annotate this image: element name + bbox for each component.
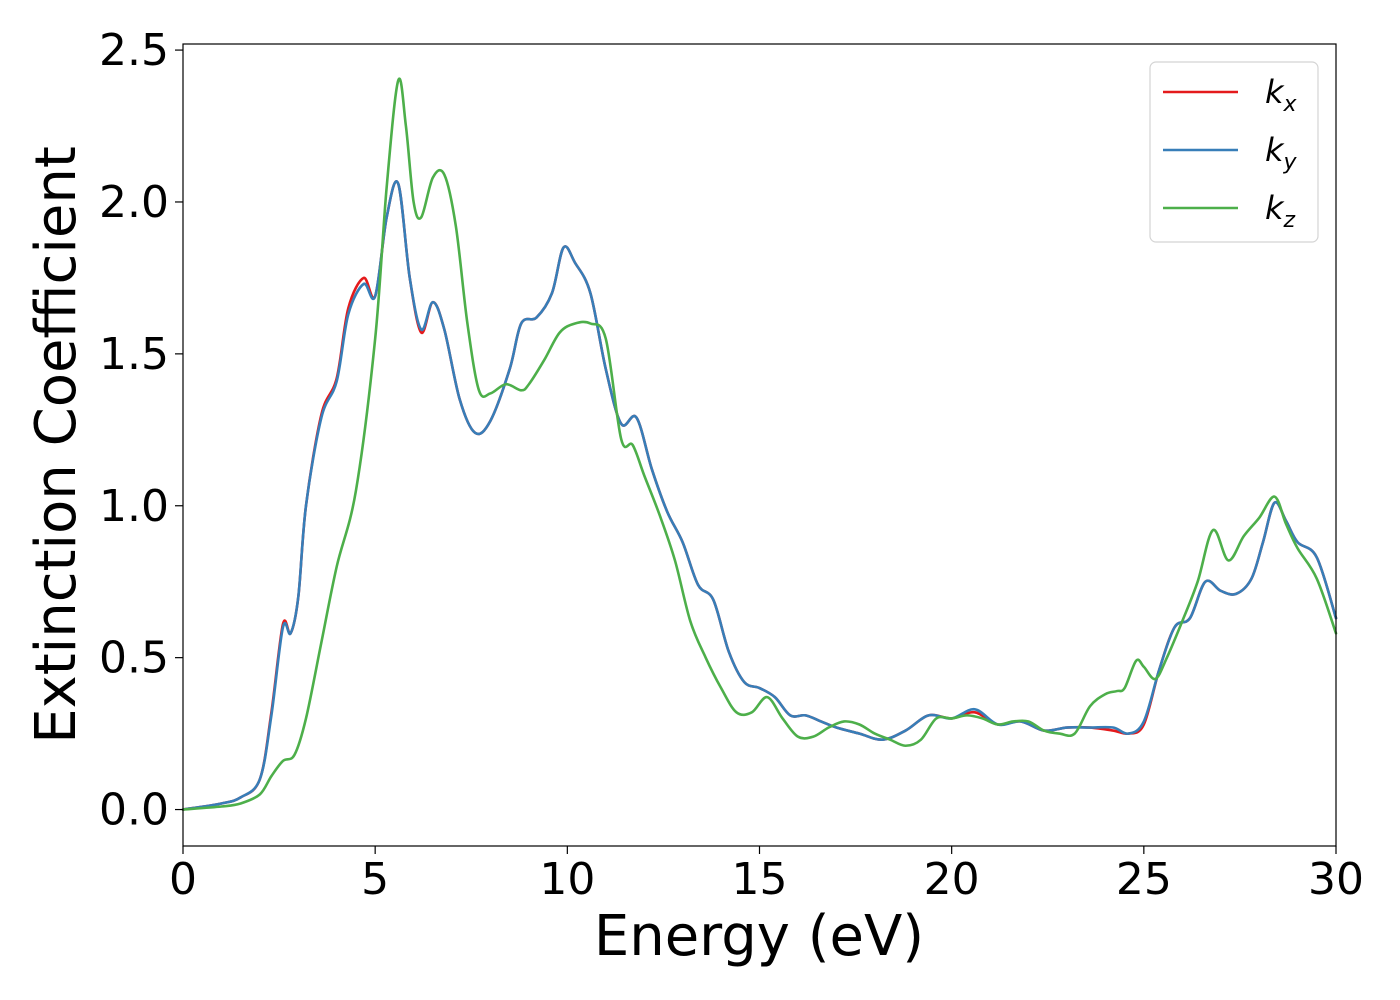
legend-label-main: k bbox=[1265, 189, 1285, 227]
y-tick-label: 1.5 bbox=[99, 329, 169, 380]
legend-label-ky: ky bbox=[1265, 131, 1298, 175]
legend-label-subscript: z bbox=[1283, 208, 1296, 233]
x-tick-label: 0 bbox=[169, 854, 197, 905]
y-axis-ticks: 0.0 0.5 1.0 1.5 2.0 2.5 bbox=[99, 25, 183, 836]
legend-label-subscript: y bbox=[1283, 150, 1298, 175]
series-line-kz bbox=[181, 77, 1338, 811]
x-tick-label: 20 bbox=[924, 854, 980, 905]
y-tick-label: 2.0 bbox=[99, 177, 169, 228]
legend-label-main: k bbox=[1265, 73, 1285, 111]
x-axis-title: Energy (eV) bbox=[594, 904, 924, 969]
x-axis-ticks: 0 5 10 15 20 25 30 bbox=[169, 846, 1364, 905]
x-tick-label: 30 bbox=[1308, 854, 1364, 905]
y-tick-label: 0.5 bbox=[99, 633, 169, 684]
x-tick-label: 15 bbox=[732, 854, 788, 905]
y-tick-label: 0.0 bbox=[99, 785, 169, 836]
legend-box bbox=[1149, 61, 1319, 243]
y-axis-title: Extinction Coefficient bbox=[24, 146, 89, 744]
y-tick-label: 1.0 bbox=[99, 481, 169, 532]
x-tick-label: 5 bbox=[361, 854, 389, 905]
legend-label-kx: kx bbox=[1265, 73, 1298, 117]
legend-label-main: k bbox=[1265, 131, 1285, 169]
y-tick-label: 2.5 bbox=[99, 25, 169, 76]
legend-label-kz: kz bbox=[1265, 189, 1296, 233]
legend-label-subscript: x bbox=[1283, 92, 1298, 117]
plot-lines bbox=[181, 77, 1338, 811]
x-tick-label: 10 bbox=[539, 854, 595, 905]
x-tick-label: 25 bbox=[1116, 854, 1172, 905]
